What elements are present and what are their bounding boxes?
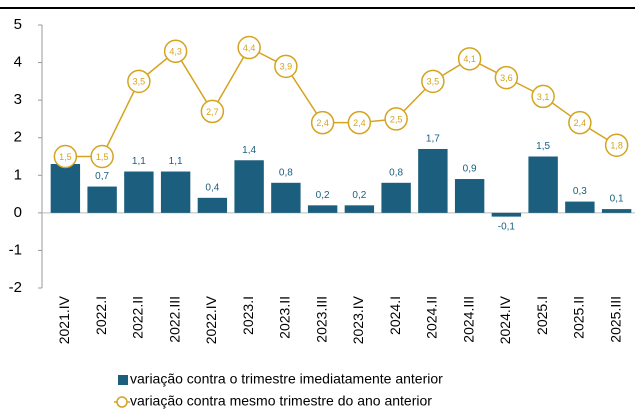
point-label: 3,5 [133, 77, 146, 87]
bar-label: 0,4 [205, 182, 219, 193]
legend-swatch-marker [116, 396, 128, 408]
y-tick-label: 1 [14, 166, 22, 183]
bar [160, 171, 191, 213]
point-label: 2,4 [316, 118, 329, 128]
bar-label: 0,1 [610, 194, 624, 205]
x-tick-label: 2022.II [130, 296, 146, 339]
point [604, 133, 629, 157]
bar-label: 0,3 [573, 186, 587, 197]
point-label: 1,5 [59, 152, 72, 162]
point-label: 2,4 [353, 118, 366, 128]
point-label: 3,5 [427, 77, 440, 87]
point [53, 144, 78, 169]
bar-label: 1,1 [132, 156, 146, 167]
point [568, 110, 592, 135]
bar [307, 205, 338, 213]
point-label: 2,4 [574, 118, 587, 128]
x-tick-label: 2023.III [313, 296, 329, 343]
legend-label: variação contra mesmo trimestre do ano a… [130, 393, 432, 409]
point-label: 3,6 [500, 73, 513, 83]
point [274, 54, 298, 79]
bar-label: 0,7 [95, 171, 109, 182]
bar-label: 1,4 [242, 145, 256, 156]
x-tick-label: 2022.III [166, 296, 182, 343]
x-tick-label: 2022.IV [203, 295, 219, 344]
bar [87, 186, 117, 213]
point-label: 2,5 [390, 114, 403, 124]
point-label: 4,4 [243, 43, 256, 53]
bar-label: 1,5 [536, 141, 550, 152]
x-tick-label: 2021.IV [56, 295, 72, 344]
y-tick-label: -1 [9, 241, 22, 258]
point [237, 35, 261, 60]
bar [491, 212, 522, 217]
point-label: 3,1 [537, 92, 550, 102]
point-label: 2,7 [206, 107, 219, 117]
point-label: 4,3 [169, 47, 182, 57]
y-tick-label: 2 [14, 129, 22, 146]
y-tick-label: 0 [14, 204, 22, 221]
bar-label: 0,9 [463, 164, 477, 175]
x-tick-label: 2025.I [534, 296, 550, 335]
point [163, 39, 188, 64]
x-tick-label: 2023.IV [350, 295, 366, 344]
x-tick-label: 2024.I [387, 296, 403, 335]
y-tick-label: 5 [14, 16, 22, 33]
bar [418, 148, 448, 213]
line [65, 46, 618, 158]
x-tick-label: 2024.IV [497, 295, 513, 344]
bar [234, 160, 264, 213]
point [200, 99, 225, 124]
bar [454, 179, 485, 213]
point [531, 84, 555, 109]
bar-label: 0,8 [279, 167, 293, 178]
bar-label: 0,8 [389, 167, 403, 178]
point [90, 144, 114, 169]
bar [565, 201, 595, 213]
point [384, 107, 408, 131]
bar-label: -0,1 [498, 221, 516, 232]
bar [528, 156, 558, 213]
point [494, 65, 519, 90]
bar [197, 197, 228, 213]
bar-label: 1,1 [169, 156, 183, 167]
point [421, 69, 445, 94]
y-tick-label: 3 [14, 91, 22, 108]
x-tick-label: 2022.I [93, 296, 109, 335]
point-label: 4,1 [463, 54, 476, 64]
bar [124, 171, 154, 213]
bar [381, 182, 411, 213]
legend-swatch [118, 375, 128, 385]
point [310, 110, 335, 135]
bar [50, 164, 81, 213]
bar [601, 209, 632, 213]
y-tick-label: 4 [14, 54, 22, 71]
bar [344, 205, 375, 213]
point [457, 47, 482, 71]
bar-label: 1,7 [426, 134, 440, 145]
point-label: 1,8 [610, 141, 623, 151]
x-tick-label: 2024.III [460, 296, 476, 343]
x-tick-label: 2023.I [240, 296, 256, 335]
point [347, 110, 372, 135]
x-tick-label: 2024.II [424, 296, 440, 339]
y-tick-label: -2 [9, 279, 22, 296]
x-tick-label: 2025.II [571, 296, 587, 339]
bar-label: 0,2 [352, 190, 366, 201]
x-tick-label: 2025.III [607, 296, 623, 343]
legend-label: variação contra o trimestre imediatament… [130, 371, 443, 387]
x-tick-label: 2023.II [277, 296, 293, 339]
bar [271, 182, 301, 213]
point [127, 69, 151, 94]
point-label: 3,9 [280, 62, 293, 72]
point-label: 1,5 [96, 152, 109, 162]
bar-label: 0,2 [316, 190, 330, 201]
